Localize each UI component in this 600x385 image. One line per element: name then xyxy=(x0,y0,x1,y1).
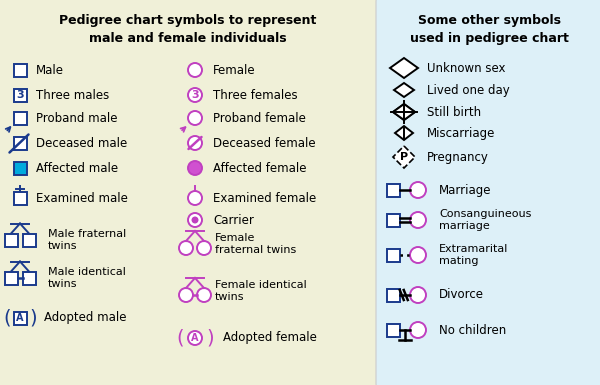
Text: Examined female: Examined female xyxy=(213,191,316,204)
Polygon shape xyxy=(393,146,415,168)
Circle shape xyxy=(188,161,202,175)
Bar xyxy=(5,233,17,246)
Text: Female
fraternal twins: Female fraternal twins xyxy=(215,233,296,255)
Text: Male identical
twins: Male identical twins xyxy=(48,267,126,289)
Circle shape xyxy=(188,191,202,205)
Text: Pedigree chart symbols to represent
male and female individuals: Pedigree chart symbols to represent male… xyxy=(59,14,317,45)
Circle shape xyxy=(197,288,211,302)
Bar xyxy=(14,64,26,77)
Text: Still birth: Still birth xyxy=(427,105,481,119)
FancyBboxPatch shape xyxy=(376,0,600,385)
Polygon shape xyxy=(394,83,414,97)
Bar xyxy=(386,288,400,301)
Text: Deceased male: Deceased male xyxy=(36,137,127,149)
Text: ): ) xyxy=(206,328,214,348)
Bar xyxy=(23,271,35,285)
Text: Marriage: Marriage xyxy=(439,184,491,196)
Text: ): ) xyxy=(29,308,37,328)
Circle shape xyxy=(197,241,211,255)
Polygon shape xyxy=(390,58,418,78)
Text: P: P xyxy=(400,152,408,162)
Text: No children: No children xyxy=(439,323,506,336)
Circle shape xyxy=(188,111,202,125)
Text: Three males: Three males xyxy=(36,89,109,102)
Text: Consanguineous
marriage: Consanguineous marriage xyxy=(439,209,532,231)
Text: 3: 3 xyxy=(191,90,199,100)
Bar xyxy=(386,248,400,261)
Bar xyxy=(5,271,17,285)
Circle shape xyxy=(410,212,426,228)
Text: Female identical
twins: Female identical twins xyxy=(215,280,307,302)
Text: 3: 3 xyxy=(16,90,24,100)
Bar xyxy=(386,184,400,196)
Bar xyxy=(386,323,400,336)
Circle shape xyxy=(188,63,202,77)
Text: Adopted male: Adopted male xyxy=(44,311,127,325)
Text: Male fraternal
twins: Male fraternal twins xyxy=(48,229,126,251)
Text: (: ( xyxy=(176,328,184,348)
Circle shape xyxy=(188,88,202,102)
Circle shape xyxy=(410,182,426,198)
Bar xyxy=(14,311,26,325)
Text: Female: Female xyxy=(213,64,256,77)
Text: Proband male: Proband male xyxy=(36,112,118,124)
Text: Affected female: Affected female xyxy=(213,161,307,174)
Bar xyxy=(14,112,26,124)
Circle shape xyxy=(188,136,202,150)
FancyBboxPatch shape xyxy=(0,0,379,385)
Text: Miscarriage: Miscarriage xyxy=(427,127,496,139)
Text: Male: Male xyxy=(36,64,64,77)
Polygon shape xyxy=(395,126,413,140)
Polygon shape xyxy=(393,104,415,120)
Circle shape xyxy=(193,218,197,223)
Text: Carrier: Carrier xyxy=(213,214,254,226)
Text: Adopted female: Adopted female xyxy=(223,331,317,345)
Bar xyxy=(14,89,26,102)
Circle shape xyxy=(410,287,426,303)
Text: A: A xyxy=(191,333,199,343)
Text: Some other symbols
used in pedigree chart: Some other symbols used in pedigree char… xyxy=(410,14,568,45)
Text: Divorce: Divorce xyxy=(439,288,484,301)
Text: Pregnancy: Pregnancy xyxy=(427,151,489,164)
Text: Three females: Three females xyxy=(213,89,298,102)
Text: Proband female: Proband female xyxy=(213,112,306,124)
Circle shape xyxy=(188,331,202,345)
Text: Lived one day: Lived one day xyxy=(427,84,510,97)
Bar xyxy=(14,191,26,204)
Text: Deceased female: Deceased female xyxy=(213,137,316,149)
Text: Extramarital
mating: Extramarital mating xyxy=(439,244,508,266)
Circle shape xyxy=(410,247,426,263)
Text: Affected male: Affected male xyxy=(36,161,118,174)
Text: A: A xyxy=(16,313,24,323)
Polygon shape xyxy=(393,104,415,120)
Circle shape xyxy=(410,322,426,338)
Bar xyxy=(386,214,400,226)
Bar xyxy=(23,233,35,246)
Text: Examined male: Examined male xyxy=(36,191,128,204)
Text: (: ( xyxy=(3,308,11,328)
Text: Unknown sex: Unknown sex xyxy=(427,62,505,75)
Circle shape xyxy=(179,241,193,255)
Circle shape xyxy=(188,213,202,227)
Bar xyxy=(14,161,26,174)
Bar xyxy=(14,137,26,149)
Circle shape xyxy=(179,288,193,302)
